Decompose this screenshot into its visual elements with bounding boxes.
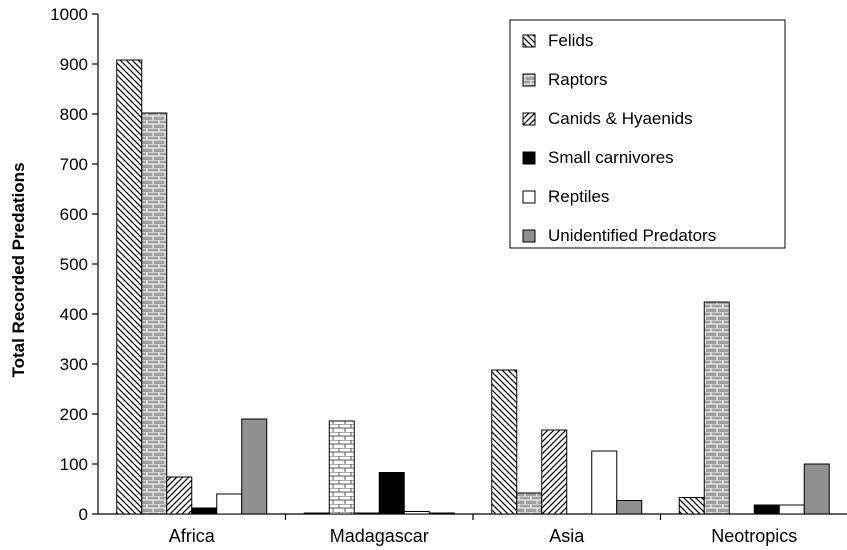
legend-label: Unidentified Predators (548, 226, 716, 245)
bar-felids-africa (116, 59, 143, 515)
legend: Felids Raptors Canids & Hyaenids Small carn… (509, 19, 786, 249)
legend-label: Raptors (548, 70, 608, 89)
bar-reptiles-neotropics (778, 504, 805, 515)
category-label: Neotropics (711, 526, 797, 546)
legend-swatch (522, 73, 536, 87)
legend-swatch (522, 190, 536, 204)
bar-canids-hyaenids-madagascar (353, 512, 380, 515)
legend-swatch (522, 151, 536, 165)
y-tick-label: 300 (60, 355, 88, 374)
bar-reptiles-madagascar (403, 511, 430, 515)
bar-reptiles-africa (216, 493, 243, 515)
bar-unidentified-predators-asia (616, 500, 643, 515)
y-tick-label: 200 (60, 405, 88, 424)
y-tick-label: 400 (60, 305, 88, 324)
bar-unidentified-predators-neotropics (803, 463, 830, 515)
bar-raptors-africa (141, 112, 168, 515)
bar-small-carnivores-africa (191, 507, 218, 515)
y-axis-title: Total Recorded Predations (9, 162, 28, 377)
y-tick-label: 900 (60, 55, 88, 74)
y-tick-label: 1000 (50, 5, 88, 24)
category-label: Africa (169, 526, 216, 546)
bars (116, 59, 830, 515)
bar-canids-hyaenids-asia (541, 429, 568, 515)
bar-unidentified-predators-africa (241, 418, 268, 515)
bar-raptors-neotropics (703, 301, 730, 515)
category-label: Asia (549, 526, 585, 546)
bar-small-carnivores-madagascar (378, 472, 405, 515)
legend-label: Felids (548, 31, 593, 50)
legend-label: Small carnivores (548, 148, 674, 167)
bar-reptiles-asia (591, 450, 618, 515)
bar-felids-asia (491, 369, 518, 515)
bar-unidentified-predators-madagascar (428, 512, 455, 515)
legend-swatch (522, 34, 536, 48)
y-tick-label: 0 (79, 505, 88, 524)
y-tick-label: 500 (60, 255, 88, 274)
axes: 0 100 200 300 400 500 600 700 800 900 1000 Africa Ma… (50, 5, 847, 546)
bar-raptors-madagascar (328, 420, 355, 515)
y-tick-label: 700 (60, 155, 88, 174)
legend-label: Reptiles (548, 187, 609, 206)
y-tick-label: 800 (60, 105, 88, 124)
legend-swatch (522, 112, 536, 126)
bar-raptors-asia (516, 492, 543, 515)
bar-felids-madagascar (303, 512, 330, 515)
bar-canids-hyaenids-africa (166, 476, 193, 515)
legend-label: Canids & Hyaenids (548, 109, 693, 128)
bar-small-carnivores-neotropics (753, 504, 780, 515)
category-label: Madagascar (330, 526, 429, 546)
legend-box (509, 19, 786, 249)
legend-swatch (522, 229, 536, 243)
y-tick-label: 600 (60, 205, 88, 224)
bar-felids-neotropics (678, 497, 705, 515)
y-tick-label: 100 (60, 455, 88, 474)
